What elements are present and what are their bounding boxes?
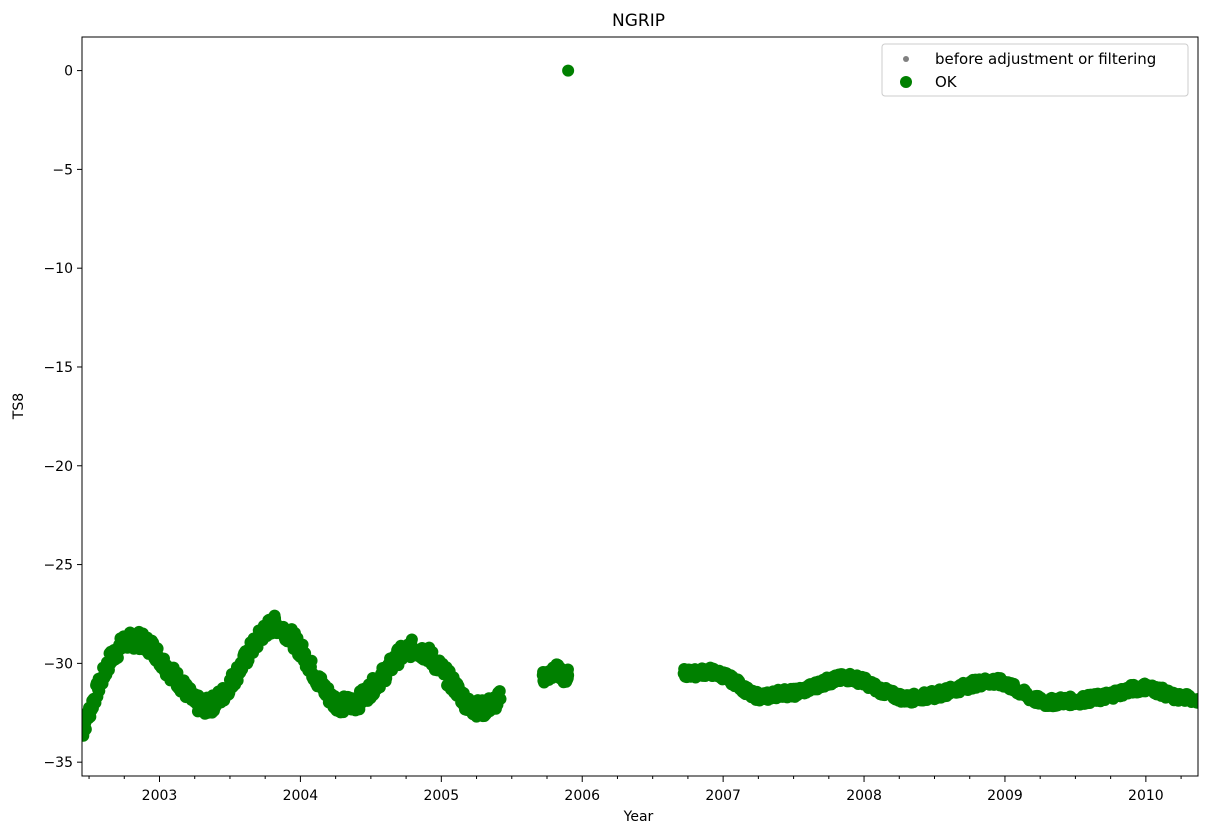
legend: before adjustment or filtering OK [881, 43, 1189, 97]
y-tick-label: −35 [43, 755, 73, 771]
data-point [1192, 692, 1198, 705]
x-axis: 2003 2004 2005 2006 2007 2008 2009 2010 [88, 776, 1182, 804]
legend-label-before-adjustment: before adjustment or filtering [935, 50, 1156, 68]
x-tick-label: 2009 [987, 788, 1023, 804]
y-tick-label: −5 [52, 162, 73, 178]
legend-marker-before-adjustment [903, 56, 909, 62]
legend-marker-ok [900, 76, 912, 88]
data-point [562, 64, 575, 77]
x-tick-label: 2007 [705, 788, 741, 804]
x-axis-label: Year [623, 809, 654, 825]
data-point [305, 654, 318, 667]
x-tick-label: 2006 [564, 788, 600, 804]
y-tick-label: 0 [64, 64, 73, 80]
chart-title: NGRIP [612, 11, 665, 31]
data-point [82, 723, 92, 736]
plot-frame [81, 36, 1199, 777]
x-tick-label: 2010 [1128, 788, 1164, 804]
y-tick-label: −20 [43, 459, 73, 475]
y-tick-label: −30 [43, 656, 73, 672]
y-tick-label: −10 [43, 261, 73, 277]
legend-box [881, 43, 1189, 97]
x-tick-label: 2003 [142, 788, 178, 804]
points-layer [82, 64, 1198, 742]
y-tick-label: −15 [43, 360, 73, 376]
y-axis: 0 −5 −10 −15 −20 −25 −30 −35 [43, 64, 82, 771]
y-axis-label: TS8 [11, 393, 27, 420]
legend-label-ok: OK [935, 73, 958, 91]
data-point [494, 692, 507, 705]
x-tick-label: 2008 [846, 788, 882, 804]
x-tick-label: 2005 [423, 788, 459, 804]
data-point [562, 669, 575, 682]
y-tick-label: −25 [43, 558, 73, 574]
x-tick-label: 2004 [283, 788, 319, 804]
